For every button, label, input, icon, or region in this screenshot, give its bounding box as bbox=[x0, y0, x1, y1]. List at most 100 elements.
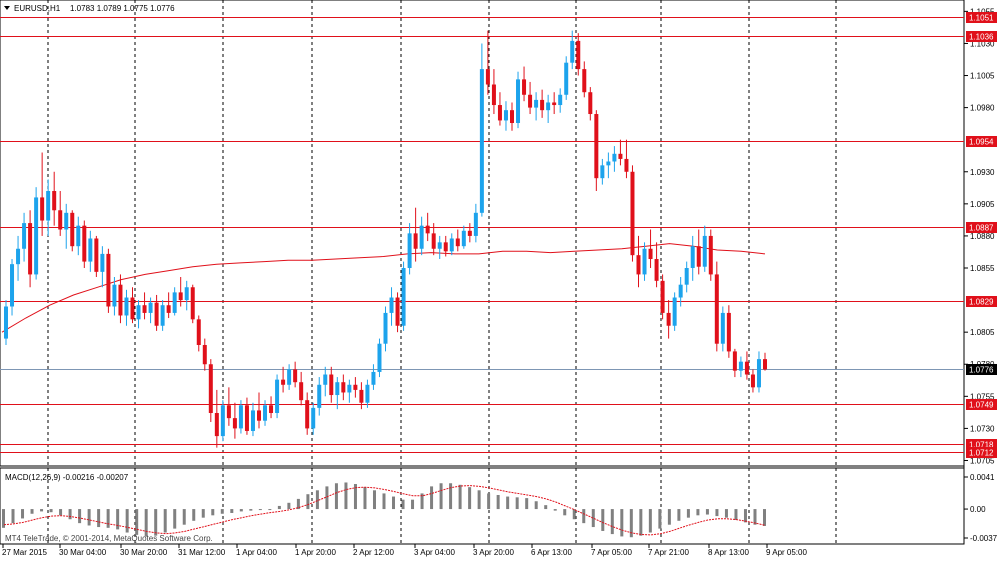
candle bbox=[10, 259, 15, 316]
candle bbox=[263, 400, 268, 426]
macd-tick-label: -0.0037 bbox=[970, 534, 998, 543]
macd-bar bbox=[334, 483, 338, 510]
macd-bar bbox=[125, 509, 129, 533]
level-price-labels: 1.10511.10361.09541.08871.08291.07491.07… bbox=[966, 12, 997, 458]
candle bbox=[389, 287, 394, 326]
level-label: 1.0829 bbox=[966, 296, 997, 307]
macd-bar bbox=[49, 509, 53, 513]
macd-bar bbox=[87, 509, 91, 526]
macd-bar bbox=[591, 509, 595, 528]
candle bbox=[570, 30, 575, 70]
candle bbox=[510, 102, 514, 131]
candle bbox=[323, 366, 328, 397]
macd-bar bbox=[353, 484, 357, 510]
level-label-text: 1.0954 bbox=[969, 138, 994, 147]
level-label-text: 1.0718 bbox=[969, 441, 994, 450]
macd-bar bbox=[563, 509, 567, 516]
macd-bar bbox=[734, 509, 738, 521]
candle bbox=[497, 92, 502, 126]
macd-bar bbox=[572, 509, 576, 520]
candle bbox=[184, 280, 189, 311]
candle bbox=[540, 89, 545, 118]
time-tick-label: 30 Mar 04:00 bbox=[59, 548, 107, 557]
level-label: 1.0712 bbox=[966, 447, 997, 458]
candle bbox=[437, 235, 442, 260]
chart-menu-triangle-icon[interactable] bbox=[4, 6, 10, 10]
candle bbox=[744, 351, 749, 380]
price-tick-label: 1.0855 bbox=[970, 264, 995, 273]
candle bbox=[136, 300, 141, 329]
candle bbox=[672, 292, 677, 331]
candle bbox=[178, 276, 183, 307]
level-label-text: 1.0829 bbox=[969, 298, 994, 307]
candle bbox=[208, 359, 213, 422]
macd-bar bbox=[268, 509, 272, 511]
candle bbox=[154, 294, 159, 331]
macd-bar bbox=[192, 509, 196, 521]
price-tick-label: 1.1055 bbox=[970, 7, 995, 16]
level-label-text: 1.0712 bbox=[969, 449, 994, 458]
macd-bar bbox=[477, 490, 481, 510]
macd-bar bbox=[686, 509, 690, 518]
macd-bar bbox=[496, 494, 500, 510]
candle bbox=[311, 402, 316, 435]
candle bbox=[299, 371, 304, 406]
time-tick-label: 7 Apr 05:00 bbox=[591, 548, 632, 557]
macd-bar bbox=[544, 505, 548, 510]
macd-bar bbox=[534, 501, 538, 510]
price-tick-label: 1.1030 bbox=[970, 39, 995, 48]
candle bbox=[546, 94, 551, 124]
candle bbox=[347, 379, 352, 403]
time-tick-label: 31 Mar 12:00 bbox=[178, 548, 226, 557]
macd-bar bbox=[677, 509, 681, 521]
macd-bar bbox=[201, 509, 205, 518]
macd-axis-ticks: 0.0041 0.00 -0.0037 bbox=[964, 473, 998, 543]
price-tick-label: 1.0880 bbox=[970, 232, 995, 241]
candle bbox=[100, 246, 105, 288]
macd-bar bbox=[154, 509, 158, 536]
macd-bar bbox=[59, 509, 63, 516]
candle bbox=[738, 356, 743, 378]
candle bbox=[726, 305, 731, 358]
macd-bar bbox=[116, 509, 120, 530]
candle bbox=[40, 152, 45, 236]
macd-signal-line bbox=[3, 485, 766, 536]
macd-bar bbox=[715, 509, 719, 517]
ohlc-values: 1.0783 1.0789 1.0775 1.0776 bbox=[70, 4, 175, 13]
candle bbox=[214, 389, 219, 448]
candle bbox=[383, 306, 388, 352]
candle bbox=[148, 297, 153, 324]
time-tick-label: 9 Apr 05:00 bbox=[766, 548, 807, 557]
macd-bar bbox=[401, 499, 405, 510]
macd-frame bbox=[0, 467, 965, 545]
candle bbox=[359, 382, 364, 410]
candle bbox=[232, 402, 237, 439]
time-tick-label: 8 Apr 13:00 bbox=[708, 548, 749, 557]
candle bbox=[467, 223, 472, 243]
level-label-text: 1.1051 bbox=[969, 14, 994, 23]
level-label: 1.0954 bbox=[966, 136, 997, 147]
candle bbox=[485, 30, 490, 95]
candle bbox=[118, 274, 123, 324]
candle bbox=[660, 274, 665, 320]
macd-bar bbox=[610, 509, 614, 535]
macd-bar bbox=[249, 509, 253, 511]
candle bbox=[720, 306, 725, 352]
time-axis-ticks: 27 Mar 2015 30 Mar 04:00 30 Mar 20:00 31 Ma… bbox=[2, 544, 807, 557]
macd-bar bbox=[553, 509, 557, 511]
macd-bar bbox=[411, 499, 415, 510]
macd-bar bbox=[392, 496, 396, 510]
macd-bar bbox=[230, 509, 234, 513]
macd-bar bbox=[306, 494, 310, 510]
price-tick-label: 1.0930 bbox=[970, 168, 995, 177]
macd-bar bbox=[220, 509, 224, 514]
level-label-text: 1.1036 bbox=[969, 33, 994, 42]
candle bbox=[353, 377, 358, 398]
candle bbox=[648, 229, 653, 269]
candle bbox=[76, 216, 81, 256]
macd-bar bbox=[296, 498, 300, 510]
macd-bar bbox=[487, 493, 491, 510]
candle bbox=[528, 81, 533, 115]
